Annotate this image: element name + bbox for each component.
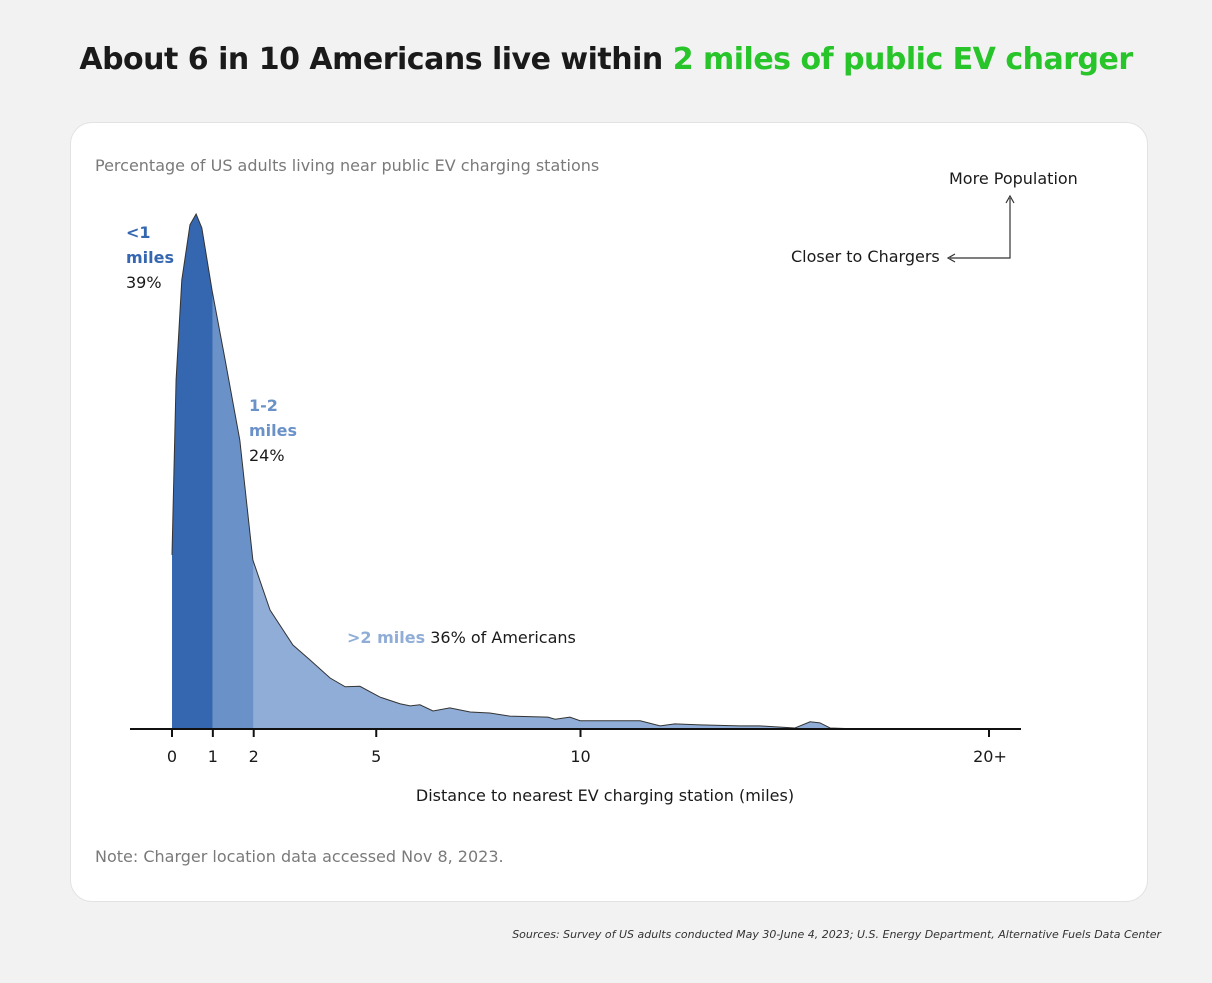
page-title: About 6 in 10 Americans live within 2 mi…	[0, 42, 1212, 77]
note: Note: Charger location data accessed Nov…	[95, 847, 504, 866]
segment-label: 1-2	[249, 396, 278, 415]
area-segment	[253, 562, 989, 729]
x-tick-label: 20+	[973, 747, 1007, 766]
label-under-1-mile: <1 miles 39%	[126, 220, 174, 295]
area-segment	[172, 214, 213, 729]
segment-label: miles	[249, 421, 298, 440]
segment-label: >2 miles	[347, 628, 426, 647]
segment-label: miles	[126, 248, 175, 267]
x-tick-label: 10	[570, 747, 590, 766]
segment-value: 24%	[249, 446, 285, 465]
label-over-2-miles: >2 miles 36% of Americans	[347, 625, 576, 650]
annotation-more-population: More Population	[949, 169, 1078, 188]
sources: Sources: Survey of US adults conducted M…	[512, 928, 1161, 941]
x-tick-label: 5	[371, 747, 381, 766]
title-text: About 6 in 10 Americans live within	[79, 42, 673, 77]
area-segment	[212, 294, 254, 729]
segment-value: 36% of Americans	[430, 628, 576, 647]
annotation-closer-to-chargers: Closer to Chargers	[791, 247, 940, 266]
arrow-left-icon	[946, 253, 956, 263]
arrow-line	[950, 198, 1011, 259]
x-tick-label: 1	[208, 747, 218, 766]
x-tick-label: 0	[167, 747, 177, 766]
x-axis-title-wrap: Distance to nearest EV charging station …	[0, 783, 1212, 808]
x-tick-label: 2	[249, 747, 259, 766]
label-1-2-miles: 1-2 miles 24%	[249, 393, 297, 468]
arrow-up-icon	[1005, 194, 1015, 204]
density-line	[171, 212, 989, 730]
title-highlight: 2 miles of public EV charger	[672, 42, 1133, 77]
segment-value: 39%	[126, 273, 162, 292]
segment-label: <1	[126, 223, 151, 242]
chart-subtitle: Percentage of US adults living near publ…	[95, 156, 600, 175]
x-axis-title: Distance to nearest EV charging station …	[415, 786, 795, 805]
chart-card	[70, 122, 1148, 902]
